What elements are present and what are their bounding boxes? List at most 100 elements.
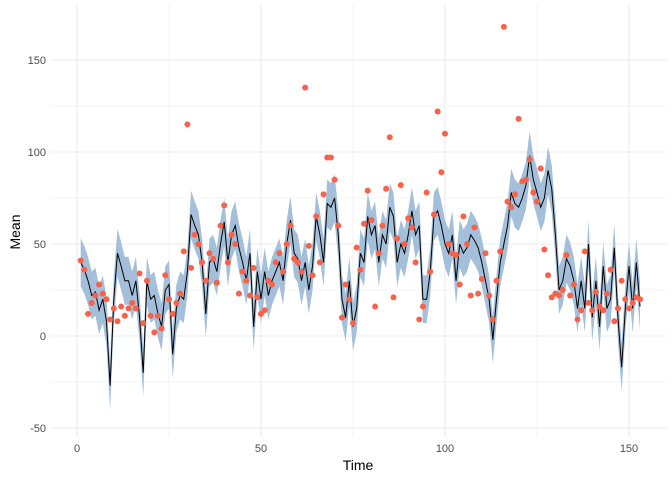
data-point xyxy=(294,259,301,266)
data-point xyxy=(570,281,577,288)
data-point xyxy=(232,241,239,247)
data-point xyxy=(408,224,415,231)
data-point xyxy=(173,299,180,306)
data-point xyxy=(511,191,518,198)
data-point xyxy=(618,277,625,284)
data-point xyxy=(246,292,253,299)
data-point xyxy=(162,272,169,279)
data-point xyxy=(121,312,128,319)
data-point xyxy=(221,202,228,209)
data-point xyxy=(191,231,198,238)
data-point xyxy=(545,272,552,279)
data-point xyxy=(390,294,397,301)
data-point xyxy=(158,325,165,332)
data-point xyxy=(508,204,515,211)
data-point xyxy=(188,264,195,271)
x-tick-label: 0 xyxy=(74,443,80,455)
data-point xyxy=(327,154,334,161)
data-point xyxy=(320,191,327,198)
data-point xyxy=(364,187,371,194)
data-point xyxy=(434,108,441,115)
data-point xyxy=(77,257,84,264)
data-point xyxy=(548,294,555,301)
data-point xyxy=(600,307,607,314)
data-point xyxy=(96,281,103,288)
data-point xyxy=(350,320,356,327)
data-point xyxy=(258,310,264,317)
data-point xyxy=(607,266,614,273)
data-point xyxy=(184,121,191,128)
data-point xyxy=(132,305,139,312)
data-point xyxy=(298,268,305,275)
data-point xyxy=(118,303,125,310)
data-point xyxy=(283,241,290,247)
data-point xyxy=(375,250,382,257)
data-point xyxy=(397,182,404,189)
data-point xyxy=(180,248,187,255)
data-point xyxy=(438,169,445,176)
data-point xyxy=(272,259,279,266)
data-point xyxy=(537,165,544,172)
data-point xyxy=(430,211,437,218)
data-point xyxy=(250,264,257,271)
x-axis-title: Time xyxy=(343,457,374,473)
data-point xyxy=(383,185,390,192)
data-point xyxy=(471,224,478,231)
data-point xyxy=(287,222,294,229)
x-tick-label: 100 xyxy=(436,443,454,455)
data-point xyxy=(445,241,452,247)
data-point xyxy=(574,316,581,323)
data-point xyxy=(235,290,242,297)
fitted-line xyxy=(80,155,641,386)
data-point xyxy=(456,281,463,288)
data-point xyxy=(500,23,507,30)
data-point xyxy=(129,299,136,306)
data-point xyxy=(453,252,460,259)
x-axis-ticks: 0 50 100 150 xyxy=(74,443,638,455)
data-point xyxy=(114,318,121,325)
data-point xyxy=(143,277,150,284)
data-point xyxy=(276,250,283,257)
data-point xyxy=(331,176,338,183)
x-tick-label: 50 xyxy=(255,443,267,455)
data-point xyxy=(386,134,393,141)
data-point xyxy=(578,307,585,314)
data-point xyxy=(460,213,467,220)
data-point xyxy=(125,305,132,312)
data-point xyxy=(611,318,618,325)
data-point xyxy=(603,290,610,297)
data-point xyxy=(110,305,117,312)
data-point xyxy=(567,292,574,299)
data-point xyxy=(217,222,224,229)
data-point xyxy=(629,299,636,306)
data-point xyxy=(224,259,231,266)
data-point xyxy=(401,241,408,247)
data-point xyxy=(541,246,548,253)
data-point xyxy=(316,259,323,266)
data-point xyxy=(534,198,540,205)
data-point xyxy=(530,189,537,196)
data-point xyxy=(442,130,448,137)
data-point xyxy=(372,303,379,310)
data-point xyxy=(154,312,161,319)
data-point xyxy=(202,277,209,284)
data-point xyxy=(136,270,143,277)
data-point xyxy=(346,296,353,303)
data-point xyxy=(213,279,220,286)
data-point xyxy=(379,222,386,229)
data-point xyxy=(166,296,172,303)
data-point xyxy=(478,275,485,282)
data-point xyxy=(464,241,471,247)
data-point xyxy=(614,305,621,312)
data-point xyxy=(103,296,110,303)
data-point xyxy=(147,312,154,319)
data-point xyxy=(92,292,99,299)
data-point xyxy=(228,231,235,238)
data-point xyxy=(427,268,434,275)
data-point xyxy=(280,268,287,275)
data-point xyxy=(589,307,596,314)
data-point xyxy=(338,314,345,321)
data-point xyxy=(239,268,246,275)
data-point xyxy=(497,248,504,255)
